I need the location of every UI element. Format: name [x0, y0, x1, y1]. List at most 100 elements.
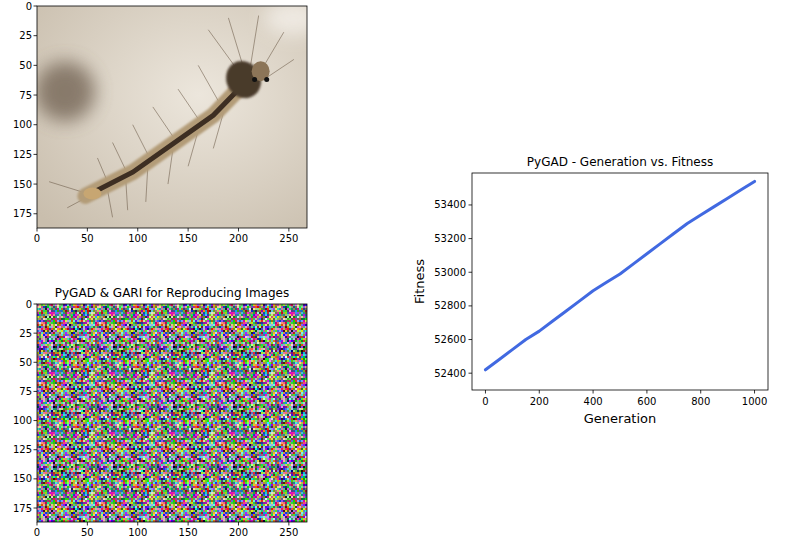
y-tick-label: 175 [13, 503, 32, 514]
hair [108, 190, 113, 217]
x-tick [700, 390, 701, 394]
axes-frame [37, 6, 307, 228]
larva-eye [252, 77, 257, 82]
x-tick-label: 600 [637, 396, 656, 407]
x-tick-label: 250 [279, 233, 298, 244]
fitness-line [485, 181, 754, 369]
y-tick-label: 52800 [434, 300, 466, 311]
y-tick [469, 305, 473, 306]
y-tick [34, 508, 38, 509]
x-tick [288, 522, 289, 526]
page: 0501001502002500255075100125150175PyGAD … [0, 0, 789, 546]
y-tick-label: 0 [26, 1, 32, 12]
y-tick [34, 35, 38, 36]
y-tick-label: 50 [19, 357, 32, 368]
y-tick-label: 175 [13, 208, 32, 219]
hair [198, 65, 218, 101]
y-tick [34, 478, 38, 479]
x-tick-label: 100 [128, 527, 147, 538]
y-tick [34, 420, 38, 421]
x-tick-label: 200 [229, 233, 248, 244]
y-tick [34, 154, 38, 155]
panel-title: PyGAD & GARI for Reproducing Images [55, 286, 289, 300]
x-tick-label: 0 [34, 527, 40, 538]
x-tick-label: 100 [128, 233, 147, 244]
x-tick-label: 50 [81, 233, 94, 244]
x-tick [188, 228, 189, 232]
hair [228, 18, 243, 68]
y-tick-label: 100 [13, 119, 32, 130]
plot-area [472, 173, 768, 390]
shadow-blob [37, 61, 95, 121]
larva-eye [264, 77, 269, 82]
image-panel: PyGAD & GARI for Reproducing Images 0 50 10… [13, 286, 307, 538]
y-tick-label: 25 [19, 328, 32, 339]
y-tick [34, 391, 38, 392]
x-tick [87, 522, 88, 526]
x-tick-label: 200 [530, 396, 549, 407]
y-tick-label: 75 [19, 386, 32, 397]
hair [251, 15, 259, 65]
y-tick [34, 65, 38, 66]
y-tick [34, 124, 38, 125]
x-tick-label: 150 [179, 527, 198, 538]
hair [153, 107, 173, 137]
x-tick-label: 1000 [742, 396, 767, 407]
larva-head [252, 61, 270, 81]
y-tick-label: 125 [13, 149, 32, 160]
chart-title: PyGAD - Generation vs. Fitness [527, 155, 713, 169]
y-tick-label: 150 [13, 473, 32, 484]
y-tick-label: 100 [13, 415, 32, 426]
x-tick [87, 228, 88, 232]
x-tick [137, 228, 138, 232]
y-tick-label: 53000 [434, 267, 466, 278]
x-tick-label: 400 [584, 396, 603, 407]
x-tick-label: 0 [482, 396, 488, 407]
y-tick-label: 53400 [434, 199, 466, 210]
noise-image [37, 304, 307, 522]
x-tick-label: 200 [229, 527, 248, 538]
x-tick [37, 522, 38, 526]
x-tick-label: 800 [691, 396, 710, 407]
y-tick [469, 204, 473, 205]
marks [485, 181, 754, 369]
x-tick [593, 390, 594, 394]
x-tick [37, 228, 38, 232]
x-tick [485, 390, 486, 394]
y-tick-label: 53200 [434, 233, 466, 244]
x-tick [238, 228, 239, 232]
axes-frame [472, 173, 768, 390]
hair [113, 143, 126, 170]
y-tick-label: 25 [19, 30, 32, 41]
x-tick-label: 250 [279, 527, 298, 538]
y-tick-label: 52600 [434, 334, 466, 345]
y-tick-label: 0 [26, 299, 32, 310]
line-chart: 0 200 400 600 800 1000 52400 52600 52800 53000 532… [412, 155, 768, 426]
y-tick-label: 125 [13, 444, 32, 455]
x-tick [238, 522, 239, 526]
y-tick [469, 272, 473, 273]
y-tick [34, 184, 38, 185]
y-tick [34, 362, 38, 363]
image-content [37, 304, 307, 522]
x-tick-label: 0 [34, 233, 40, 244]
x-axis-title: Generation [584, 411, 657, 426]
light-spot [264, 6, 307, 36]
image-content [37, 6, 307, 228]
x-tick [646, 390, 647, 394]
y-tick-label: 150 [13, 179, 32, 190]
y-tick-label: 75 [19, 90, 32, 101]
hair [178, 89, 198, 119]
y-tick-label: 52400 [434, 368, 466, 379]
hair [133, 125, 148, 155]
y-tick [469, 339, 473, 340]
x-tick [137, 522, 138, 526]
x-tick-label: 150 [179, 233, 198, 244]
x-tick [754, 390, 755, 394]
image-panel: 0501001502002500255075100125150175 [13, 0, 324, 244]
larva-tail [83, 188, 101, 200]
x-tick-label: 50 [81, 527, 94, 538]
x-tick [188, 522, 189, 526]
y-tick [469, 238, 473, 239]
y-tick [34, 333, 38, 334]
